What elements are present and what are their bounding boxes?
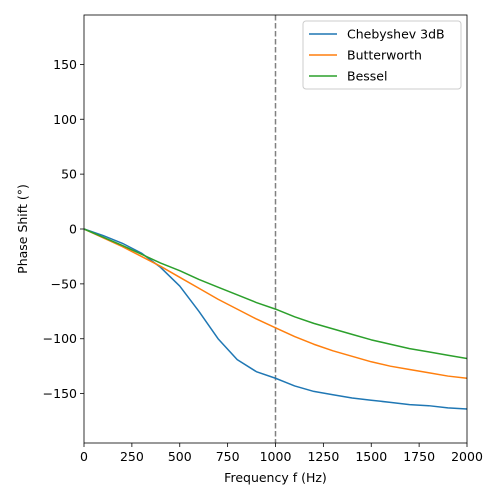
y-tick-label: 50 — [61, 167, 77, 182]
y-tick-label: −150 — [43, 386, 77, 401]
axes: 0 250 500 750 1000 1250 1500 1750 2000−150−100−5… — [43, 14, 483, 464]
x-tick-label: 1250 — [307, 449, 339, 464]
legend-label-3: Bessel — [347, 69, 387, 84]
x-tick-label: 1750 — [403, 449, 435, 464]
x-tick-label: 750 — [216, 449, 240, 464]
y-tick-label: −50 — [51, 276, 77, 291]
y-tick-label: 0 — [69, 222, 77, 237]
series-line-2 — [84, 228, 467, 379]
x-tick-label: 0 — [80, 449, 88, 464]
legend-box — [302, 20, 462, 90]
y-axis-title: Phase Shift (°) — [15, 184, 30, 274]
x-tick-label: 1500 — [355, 449, 387, 464]
x-tick-label: 250 — [120, 449, 144, 464]
legend: Chebyshev 3dB Butterworth Bessel — [302, 20, 462, 90]
legend-label-2: Butterworth — [347, 48, 422, 63]
x-tick-label: 1000 — [260, 449, 292, 464]
x-tick-label: 500 — [168, 449, 192, 464]
y-tick-label: 100 — [53, 112, 77, 127]
series-line-3 — [84, 228, 467, 360]
y-tick-label: 150 — [53, 57, 77, 72]
y-tick-label: −100 — [43, 331, 77, 346]
plot-area — [84, 15, 467, 443]
x-tick-label: 2000 — [451, 449, 483, 464]
x-axis-title: Frequency f (Hz) — [224, 470, 327, 485]
legend-label-1: Chebyshev 3dB — [347, 27, 445, 42]
